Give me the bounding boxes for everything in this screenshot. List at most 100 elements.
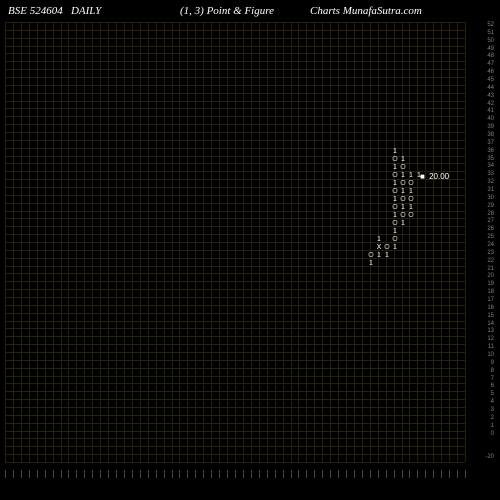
x-tick [76,470,77,478]
x-tick [417,470,418,478]
pnf-o-cell: O [407,212,415,220]
x-tick [378,470,379,478]
x-tick [156,470,157,478]
grid-line-v [306,22,307,462]
pnf-o-cell: O [391,204,399,212]
y-axis-label: 17 [487,297,494,303]
grid-line-v [76,22,77,462]
y-axis-label: 31 [487,187,494,193]
x-tick [132,470,133,478]
y-axis-label: 32 [487,179,494,185]
x-tick [13,470,14,478]
grid-line-v [45,22,46,462]
grid-line-v [346,22,347,462]
pnf-o-cell: O [391,236,399,244]
pnf-o-cell: O [407,180,415,188]
grid-line-v [322,22,323,462]
grid-line-v [100,22,101,462]
x-tick [370,470,371,478]
y-axis-label: 38 [487,132,494,138]
grid-line-v [251,22,252,462]
symbol-period: BSE 524604 DAILY [8,5,101,17]
x-axis [5,470,465,500]
x-tick [227,470,228,478]
y-axis-label: 25 [487,234,494,240]
x-tick [179,470,180,478]
y-axis-label: 28 [487,211,494,217]
x-tick [61,470,62,478]
y-axis-label: 10 [487,352,494,358]
y-axis-label: 11 [488,344,494,350]
y-axis-label: 13 [487,328,494,334]
grid-line-v [275,22,276,462]
y-axis-label: 29 [487,203,494,209]
y-axis-label: 45 [487,77,494,83]
current-price-marker: 20.00 [420,172,449,181]
x-tick [187,470,188,478]
x-tick [386,470,387,478]
pnf-o-cell: O [391,172,399,180]
grid-line-v [283,22,284,462]
grid-line-v [108,22,109,462]
pnf-1-cell: 1 [391,180,399,188]
x-tick [465,470,466,478]
grid-line-h [5,462,465,463]
x-tick [116,470,117,478]
y-axis-label: 50 [487,38,494,44]
grid-line-v [5,22,6,462]
y-axis-label: 27 [487,218,494,224]
pnf-1-cell: 1 [391,148,399,156]
pnf-1-cell: 1 [399,188,407,196]
y-axis-label: 12 [487,336,494,342]
y-axis-label: 19 [487,281,494,287]
pnf-1-cell: 1 [391,196,399,204]
pnf-o-cell: O [383,244,391,252]
y-axis-label: 52 [487,22,494,28]
grid-line-v [417,22,418,462]
grid-line-v [140,22,141,462]
grid-line-v [219,22,220,462]
y-axis-label: 49 [487,46,494,52]
grid-line-v [235,22,236,462]
y-axis-label: 3 [491,407,494,413]
x-tick [68,470,69,478]
x-tick [259,470,260,478]
grid-line-v [53,22,54,462]
y-axis-label: 30 [487,195,494,201]
y-axis-label: 6 [491,383,494,389]
y-axis-label: 5 [491,391,494,397]
y-axis-label: 33 [487,171,494,177]
source-label: Charts MunafaSutra.com [310,5,422,17]
x-tick [45,470,46,478]
grid-line-v [354,22,355,462]
y-axis-label: 22 [487,258,494,264]
x-tick [291,470,292,478]
y-axis-label: 23 [487,250,494,256]
pnf-o-cell: O [391,188,399,196]
y-axis-label: 39 [487,124,494,130]
x-tick [425,470,426,478]
grid-line-v [13,22,14,462]
x-tick [338,470,339,478]
grid-line-v [457,22,458,462]
y-axis-label: 8 [491,368,494,374]
grid-line-v [21,22,22,462]
y-axis-label: 4 [491,399,494,405]
pnf-o-cell: O [399,212,407,220]
x-tick [251,470,252,478]
grid-line-v [68,22,69,462]
x-tick [124,470,125,478]
pnf-1-cell: 1 [391,228,399,236]
y-axis-label: 9 [491,360,494,366]
x-tick [92,470,93,478]
pnf-o-cell: O [399,196,407,204]
x-tick [298,470,299,478]
y-axis-label: 16 [487,305,494,311]
grid-line-v [187,22,188,462]
y-axis-label: 18 [487,289,494,295]
y-axis-label: 48 [487,53,494,59]
x-tick [29,470,30,478]
y-axis-label: 42 [487,101,494,107]
y-axis-label: 37 [487,140,494,146]
pnf-1-cell: 1 [375,252,383,260]
